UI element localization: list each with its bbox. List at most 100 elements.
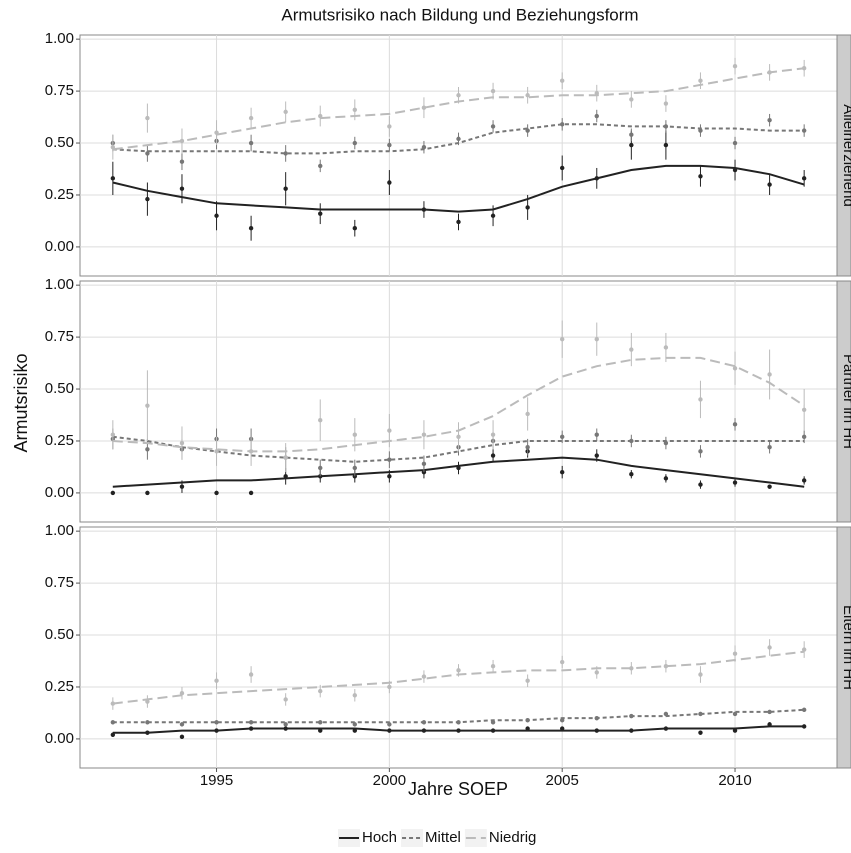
data-point <box>525 726 530 731</box>
data-point <box>490 88 496 94</box>
facet-strip-group: Eltern im HH <box>840 605 851 690</box>
data-point <box>594 715 599 721</box>
y-tick-label: 0.50 <box>45 626 74 643</box>
data-point <box>318 417 323 423</box>
data-point <box>283 722 288 727</box>
data-point <box>525 445 530 450</box>
data-point <box>387 722 392 727</box>
data-point <box>663 663 669 669</box>
data-point <box>318 163 323 169</box>
data-point <box>179 722 185 727</box>
data-point <box>352 465 358 471</box>
data-point <box>559 434 565 440</box>
data-point <box>248 115 254 121</box>
data-point <box>559 659 565 665</box>
data-point <box>387 684 392 690</box>
data-point <box>663 440 669 446</box>
data-point <box>698 672 703 677</box>
data-point <box>490 453 496 458</box>
data-point <box>629 713 634 719</box>
data-point <box>767 182 772 187</box>
data-point <box>525 678 530 683</box>
y-tick-label: 0.25 <box>45 678 74 695</box>
x-tick-label: 2000 <box>373 772 406 789</box>
data-point <box>801 176 807 181</box>
trend-line <box>112 164 805 213</box>
data-point <box>179 186 185 191</box>
data-point <box>421 461 427 467</box>
data-point <box>179 138 185 144</box>
facet-label: Eltern im HH <box>840 605 851 690</box>
data-point <box>767 117 772 123</box>
data-point <box>179 691 185 696</box>
y-tick-label: 1.00 <box>45 30 74 47</box>
data-point <box>352 693 358 698</box>
data-point <box>698 128 703 133</box>
data-point <box>283 109 288 115</box>
data-point <box>767 722 772 727</box>
data-point <box>629 142 634 148</box>
data-point <box>421 720 427 725</box>
data-point <box>629 472 634 477</box>
data-point <box>663 711 669 717</box>
data-point <box>525 205 530 210</box>
panel-background <box>79 280 838 523</box>
data-point <box>145 699 150 704</box>
facet-label: Partner im HH <box>840 354 851 449</box>
y-tick-label: 0.75 <box>45 328 74 345</box>
data-point <box>456 728 461 733</box>
data-point <box>663 726 669 731</box>
facet-strip <box>836 34 851 277</box>
data-point <box>145 196 150 202</box>
data-point <box>732 366 738 371</box>
data-point <box>801 407 807 413</box>
data-point <box>732 167 738 173</box>
data-point <box>352 140 358 146</box>
data-point <box>559 78 565 83</box>
data-point <box>801 434 807 440</box>
data-point <box>387 142 392 148</box>
data-point <box>490 213 496 218</box>
data-point <box>698 174 703 179</box>
data-point <box>318 465 323 471</box>
data-point <box>456 93 461 98</box>
x-axis-label: Jahre SOEP <box>408 779 508 799</box>
data-point <box>490 663 496 669</box>
data-point <box>318 113 323 119</box>
data-point <box>767 645 772 650</box>
data-point <box>214 449 219 454</box>
y-tick-label: 0.25 <box>45 432 74 449</box>
data-point <box>248 226 254 231</box>
data-point <box>387 180 392 185</box>
data-point <box>214 213 219 218</box>
data-point <box>456 720 461 725</box>
data-point <box>145 490 150 496</box>
data-point <box>387 728 392 733</box>
data-point <box>110 144 116 150</box>
data-point <box>594 670 599 675</box>
data-point <box>248 720 254 725</box>
data-point <box>387 124 392 129</box>
data-point <box>490 432 496 437</box>
data-point <box>559 469 565 475</box>
data-point <box>490 728 496 733</box>
data-point <box>179 484 185 489</box>
data-point <box>352 107 358 112</box>
data-point <box>387 428 392 433</box>
data-point <box>283 474 288 479</box>
y-tick-label: 0.50 <box>45 380 74 397</box>
data-point <box>145 403 150 408</box>
data-point <box>663 142 669 148</box>
y-tick-label: 0.00 <box>45 730 74 747</box>
x-tick-label: 2010 <box>718 772 751 789</box>
data-point <box>179 440 185 446</box>
data-point <box>629 97 634 102</box>
data-point <box>732 140 738 146</box>
data-point <box>490 720 496 725</box>
data-point <box>629 347 634 352</box>
data-point <box>387 474 392 479</box>
data-point <box>559 726 565 731</box>
data-point <box>145 151 150 156</box>
data-point <box>594 113 599 119</box>
data-point <box>559 122 565 127</box>
